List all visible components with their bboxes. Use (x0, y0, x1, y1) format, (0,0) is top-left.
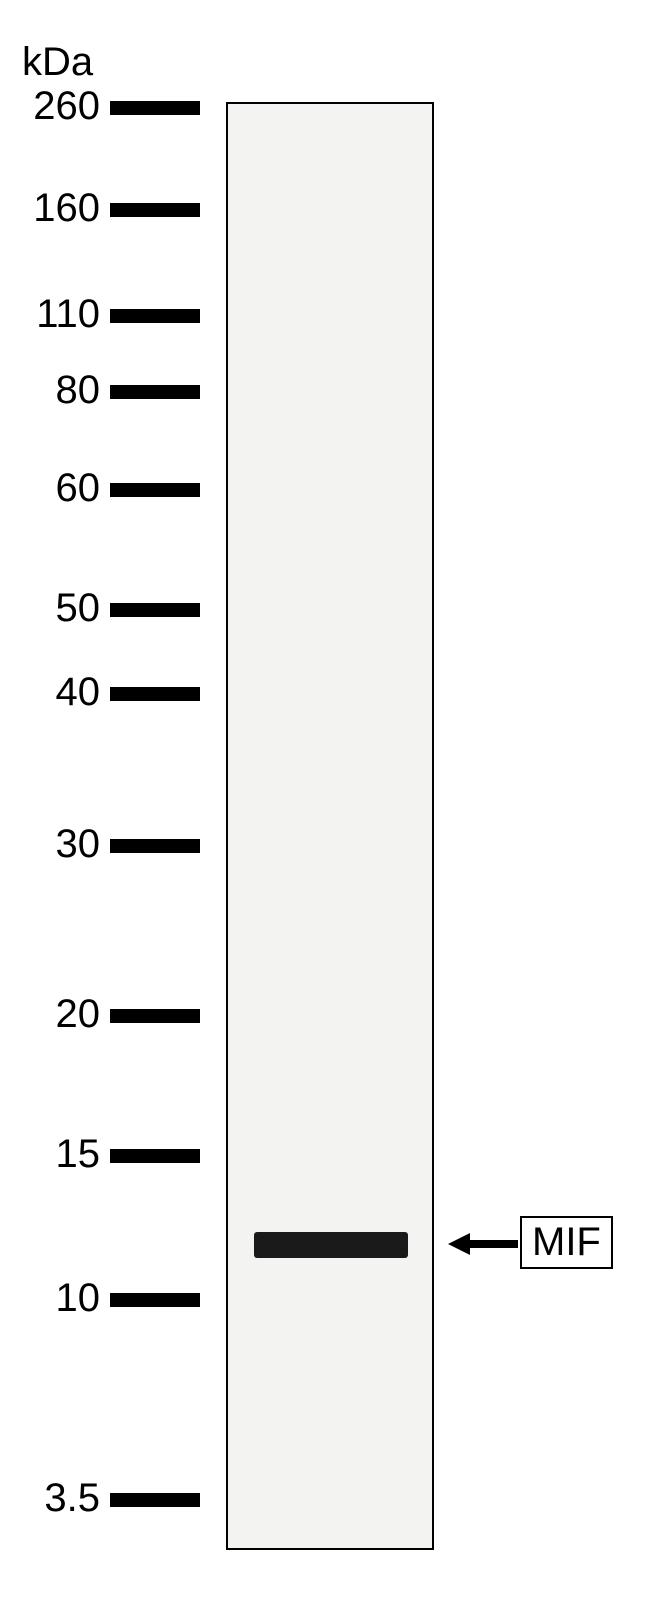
marker-label: 110 (10, 292, 100, 337)
marker-label: 50 (10, 586, 100, 631)
marker-label: 3.5 (10, 1476, 100, 1521)
marker-label: 60 (10, 466, 100, 511)
marker-label: 160 (10, 186, 100, 231)
marker-label: 40 (10, 670, 100, 715)
marker-tick (110, 203, 200, 217)
marker-label: 15 (10, 1132, 100, 1177)
marker-tick (110, 1009, 200, 1023)
marker-tick (110, 1149, 200, 1163)
protein-band (254, 1232, 408, 1258)
marker-tick (110, 483, 200, 497)
unit-label: kDa (22, 40, 93, 85)
marker-label: 10 (10, 1276, 100, 1321)
marker-tick (110, 309, 200, 323)
marker-tick (110, 101, 200, 115)
marker-label: 260 (10, 84, 100, 129)
marker-tick (110, 687, 200, 701)
protein-label: MIF (520, 1216, 613, 1269)
blot-lane (226, 102, 434, 1550)
marker-tick (110, 839, 200, 853)
protein-arrow-icon (448, 1229, 518, 1259)
marker-label: 30 (10, 822, 100, 867)
marker-tick (110, 1293, 200, 1307)
marker-label: 80 (10, 368, 100, 413)
marker-tick (110, 385, 200, 399)
marker-tick (110, 1493, 200, 1507)
marker-tick (110, 603, 200, 617)
marker-label: 20 (10, 992, 100, 1037)
western-blot-figure: kDa 260 160 110 80 60 50 40 30 20 15 10 3.5 MIF (0, 0, 650, 1624)
